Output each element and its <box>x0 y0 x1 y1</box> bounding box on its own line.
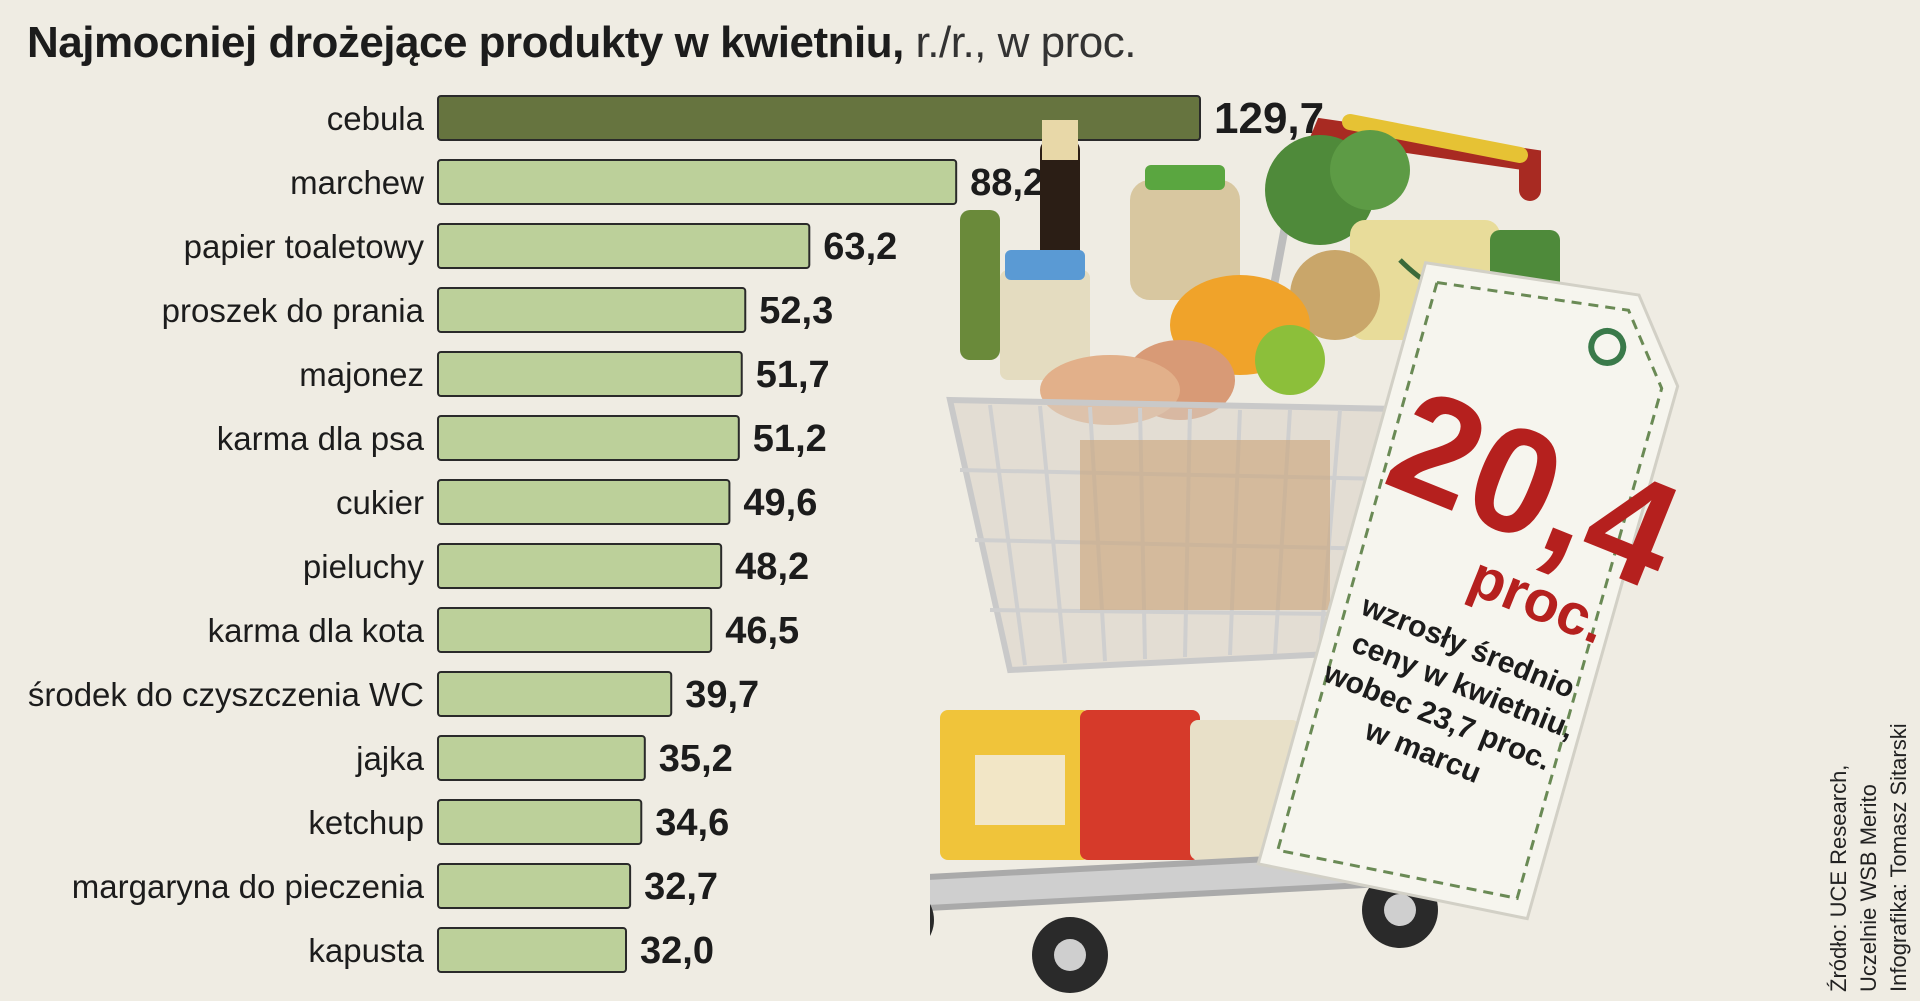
value-label: 34,6 <box>655 802 729 844</box>
category-label: pieluchy <box>303 548 425 585</box>
value-label: 129,7 <box>1214 94 1324 143</box>
bar <box>437 479 731 525</box>
value-label: 49,6 <box>743 482 817 524</box>
bar <box>437 95 1201 141</box>
category-label: majonez <box>299 356 424 393</box>
category-label: cukier <box>336 484 424 521</box>
bar <box>437 287 747 333</box>
value-label: 63,2 <box>823 226 897 268</box>
category-label: karma dla psa <box>217 420 425 457</box>
chart-title-main: Najmocniej drożejące produkty w kwietniu… <box>27 18 904 67</box>
bar <box>437 543 723 589</box>
value-label: 52,3 <box>759 290 833 332</box>
jar <box>1000 270 1090 380</box>
value-label: 39,7 <box>685 674 759 716</box>
category-label: proszek do prania <box>162 292 425 329</box>
tag-hole <box>1588 327 1627 366</box>
bar <box>437 351 743 397</box>
category-label: środek do czyszczenia WC <box>28 676 424 713</box>
source-line-3: Infografika: Tomasz Sitarski <box>1886 723 1911 992</box>
chart-title-sub: r./r., w proc. <box>903 18 1137 67</box>
category-label: marchew <box>290 164 424 201</box>
chart-title: Najmocniej drożejące produkty w kwietniu… <box>27 18 1136 68</box>
price-tag: 20,4 proc. wzrosły średnio ceny w kwietn… <box>1256 261 1702 921</box>
bar <box>437 159 958 205</box>
value-label: 32,0 <box>640 930 714 972</box>
source-line-2: Uczelnie WSB Merito <box>1856 784 1881 992</box>
bar <box>437 799 643 845</box>
bar <box>437 607 713 653</box>
value-label: 32,7 <box>644 866 718 908</box>
value-label: 48,2 <box>735 546 809 588</box>
bar <box>437 671 673 717</box>
category-label: kapusta <box>308 932 424 969</box>
category-label: cebula <box>327 100 425 137</box>
category-label: papier toaletowy <box>184 228 425 265</box>
bar <box>437 223 811 269</box>
category-label: ketchup <box>308 804 424 841</box>
value-label: 35,2 <box>659 738 733 780</box>
bar <box>437 735 646 781</box>
apple <box>1255 325 1325 395</box>
canned-food <box>1290 250 1380 340</box>
value-label: 46,5 <box>725 610 799 652</box>
category-label: margaryna do pieczenia <box>72 868 425 905</box>
category-label: karma dla kota <box>208 612 425 649</box>
bar <box>437 415 740 461</box>
bar <box>437 863 632 909</box>
big-jar <box>1130 180 1240 300</box>
value-label: 51,2 <box>753 418 827 460</box>
value-label: 51,7 <box>756 354 830 396</box>
value-label: 88,2 <box>970 162 1044 204</box>
green-bottle <box>960 210 1000 360</box>
bar <box>437 927 628 973</box>
source-line-1: Źródło: UCE Research, <box>1826 764 1851 992</box>
shopping-cart-illustration: 20,4 proc. wzrosły średnio ceny w kwietn… <box>930 114 1702 993</box>
category-label: jajka <box>355 740 425 777</box>
